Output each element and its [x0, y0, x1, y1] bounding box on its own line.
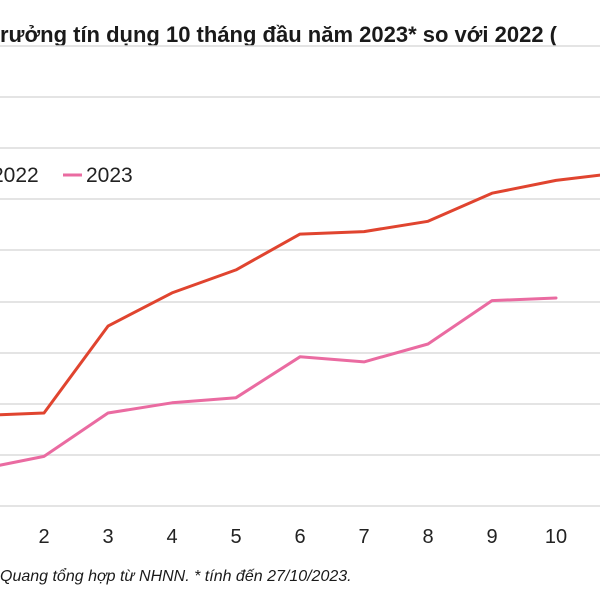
series-line-2023	[0, 296, 558, 467]
x-tick-label: 5	[230, 526, 241, 548]
legend: 2022 2023	[0, 164, 133, 187]
x-tick-labels: 2 3 4 5 6 7 8 9 10	[38, 526, 567, 548]
x-tick-label: 9	[486, 526, 497, 548]
chart-title: rưởng tín dụng 10 tháng đầu năm 2023* so…	[0, 22, 558, 47]
x-tick-label: 10	[545, 526, 567, 548]
x-tick-label: 4	[166, 526, 177, 548]
source-note: Quang tổng hợp từ NHNN. * tính đến 27/10…	[0, 568, 352, 585]
x-tick-label: 2	[38, 526, 49, 548]
gridlines	[0, 45, 600, 507]
series-lines	[0, 173, 600, 467]
x-tick-label: 7	[358, 526, 369, 548]
legend-label-2023: 2023	[86, 164, 133, 187]
legend-label-2022: 2022	[0, 164, 39, 187]
x-tick-label: 6	[294, 526, 305, 548]
x-tick-label: 8	[422, 526, 433, 548]
series-line-2022	[0, 173, 600, 417]
x-tick-label: 3	[102, 526, 113, 548]
